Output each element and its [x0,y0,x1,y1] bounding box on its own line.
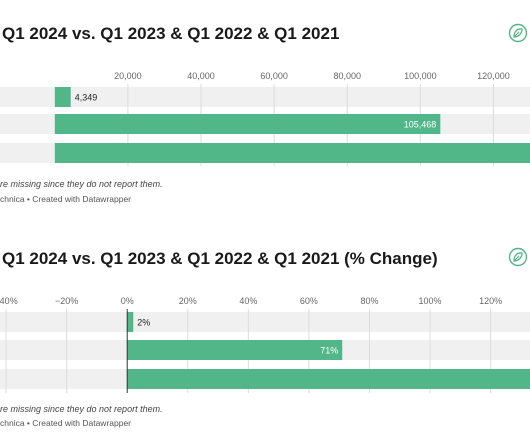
bar [127,312,134,332]
x-tick-label: 20,000 [114,71,142,81]
chart-percent-change: Q1 2024 vs. Q1 2023 & Q1 2022 & Q1 2021 … [0,225,530,442]
chart-note: re missing since they do not report them… [0,179,163,189]
x-tick-label: −20% [55,296,78,306]
data-label: 4,349 [75,93,98,103]
x-tick-label: 20% [179,296,197,306]
x-tick-label: −40% [0,296,18,306]
row-background [0,312,530,332]
x-tick-label: 40% [239,296,257,306]
bar [54,87,71,107]
bar [54,114,441,134]
data-label: 105,468 [404,120,437,130]
chart-title: Q1 2024 vs. Q1 2023 & Q1 2022 & Q1 2021 [2,24,340,43]
x-tick-label: 100% [419,296,442,306]
x-tick-label: 120% [479,296,502,306]
bar-chart: 20,000 40,000 60,000 80,000 100,000 120,000 4,… [0,71,530,166]
bar [54,143,530,163]
data-label: 2% [137,318,150,328]
x-tick-label: 60,000 [260,71,288,81]
x-tick-label: 120,000 [477,71,510,81]
x-tick-label: 0% [121,296,134,306]
x-tick-label: 40,000 [187,71,215,81]
x-tick-label: 60% [300,296,318,306]
x-tick-label: 80% [360,296,378,306]
bar-chart: −40% −20% 0% 20% 40% 60% 80% 100% 120% 2% 71% [0,296,530,393]
x-tick-label: 100,000 [404,71,437,81]
x-tick-label: 80,000 [333,71,361,81]
bar [127,340,343,360]
chart-source: chnica • Created with Datawrapper [0,194,132,204]
chart-note: re missing since they do not report them… [0,404,163,414]
data-label: 71% [320,346,338,356]
leaf-icon[interactable] [508,23,528,43]
chart-absolute: Q1 2024 vs. Q1 2023 & Q1 2022 & Q1 2021 … [0,0,530,215]
leaf-icon[interactable] [508,247,528,267]
chart-title: Q1 2024 vs. Q1 2023 & Q1 2022 & Q1 2021 … [2,249,438,268]
chart-source: chnica • Created with Datawrapper [0,418,132,428]
row-background [0,87,530,107]
bar [127,369,530,389]
